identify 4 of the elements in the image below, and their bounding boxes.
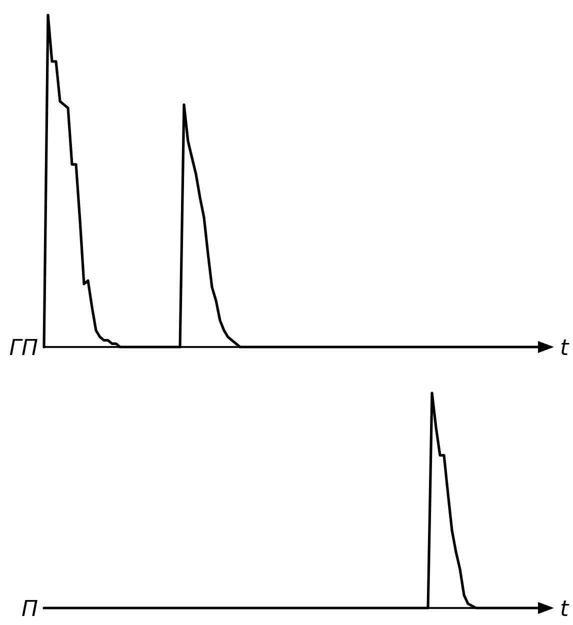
x-axis-title: t <box>560 336 570 361</box>
x-axis-title: t <box>560 597 570 622</box>
y-axis-title: ГП <box>9 336 38 361</box>
y-axis-title: П <box>21 597 38 622</box>
